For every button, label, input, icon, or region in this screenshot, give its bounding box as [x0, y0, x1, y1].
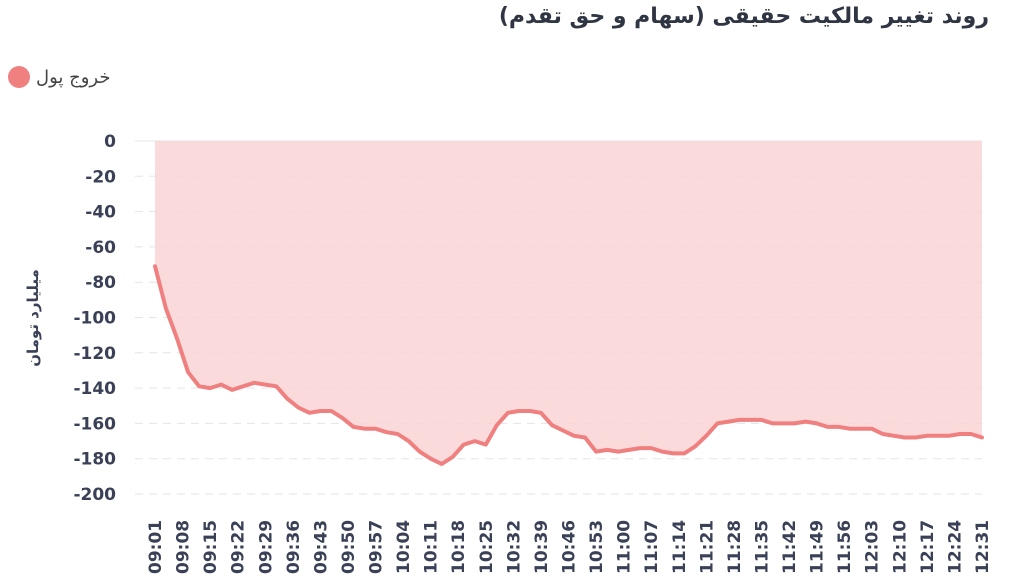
- y-axis-label: میلیارد تومان: [24, 269, 42, 367]
- x-tick-label: 09:22: [229, 520, 249, 574]
- x-tick-label: 11:56: [835, 520, 855, 574]
- x-tick-label: 09:29: [256, 520, 276, 574]
- x-tick-label: 10:18: [449, 520, 469, 574]
- y-tick-label: -40: [85, 203, 116, 223]
- x-tick-label: 10:25: [477, 520, 497, 574]
- chart-title: روند تغییر مالکیت حقیقی (سهام و حق تقدم): [498, 4, 989, 29]
- x-axis-ticks: 09:01 09:08 09:15 09:22 09:29 09:36 09:43 09:50…: [146, 520, 993, 574]
- y-tick-label: -160: [73, 414, 116, 434]
- x-tick-label: 11:21: [697, 520, 717, 574]
- x-tick-label: 09:57: [367, 520, 387, 574]
- x-tick-label: 11:35: [752, 520, 772, 574]
- y-axis-ticks: 0 -20 -40 -60 -80 -100 -120 -140 -160 -180 -200: [73, 132, 116, 505]
- x-tick-label: 09:43: [311, 520, 331, 574]
- x-tick-label: 10:32: [504, 520, 524, 574]
- x-tick-label: 12:24: [945, 520, 965, 574]
- y-tick-label: -120: [73, 344, 116, 364]
- x-tick-label: 09:08: [174, 520, 194, 574]
- x-tick-label: 09:36: [284, 520, 304, 574]
- legend-marker-icon: [8, 66, 30, 88]
- x-tick-label: 10:53: [587, 520, 607, 574]
- y-tick-label: -180: [73, 450, 116, 470]
- y-tick-label: 0: [104, 132, 116, 152]
- legend[interactable]: خروج پول: [8, 66, 110, 88]
- x-tick-label: 09:50: [339, 520, 359, 574]
- x-tick-label: 11:28: [725, 520, 745, 574]
- x-tick-label: 11:07: [642, 520, 662, 574]
- x-tick-label: 11:42: [780, 520, 800, 574]
- y-tick-label: -140: [73, 379, 116, 399]
- x-tick-label: 12:31: [973, 520, 993, 574]
- x-tick-label: 10:11: [422, 520, 442, 574]
- legend-label: خروج پول: [36, 66, 111, 88]
- y-tick-label: -100: [73, 309, 116, 329]
- x-tick-label: 10:04: [394, 520, 414, 574]
- y-tick-label: -20: [85, 167, 116, 187]
- x-tick-label: 11:49: [808, 520, 828, 574]
- x-tick-label: 12:17: [918, 520, 938, 574]
- x-tick-label: 11:00: [615, 520, 635, 574]
- area-fill: [155, 141, 982, 464]
- x-tick-label: 11:14: [670, 520, 690, 574]
- x-tick-label: 10:39: [532, 520, 552, 574]
- x-tick-label: 12:10: [890, 520, 910, 574]
- y-tick-label: -80: [85, 273, 116, 293]
- series-line[interactable]: [153, 264, 984, 466]
- x-tick-label: 09:15: [201, 520, 221, 574]
- y-tick-label: -200: [73, 485, 116, 505]
- x-tick-label: 10:46: [560, 520, 580, 574]
- x-tick-label: 12:03: [863, 520, 883, 574]
- y-tick-label: -60: [85, 238, 116, 258]
- x-tick-label: 09:01: [146, 520, 166, 574]
